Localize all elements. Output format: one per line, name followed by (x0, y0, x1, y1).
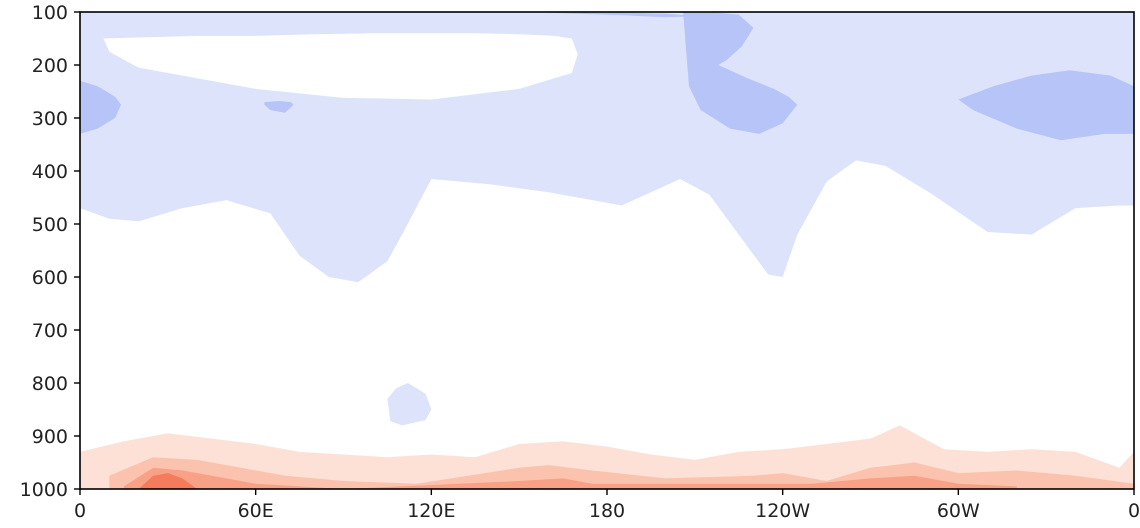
near-surface-positive-4 (138, 473, 198, 489)
y-tick-label: 600 (32, 267, 68, 289)
x-axis: 0 60E 120E 180 120W 60W 0 (74, 489, 1140, 522)
plot-area (80, 12, 1134, 489)
wedge-near-160w (683, 12, 798, 134)
y-tick-label: 500 (32, 214, 68, 236)
small-patch-110e (387, 383, 432, 426)
y-tick-label: 700 (32, 320, 68, 342)
y-tick-label: 1000 (20, 479, 68, 501)
x-tick-label: 180 (589, 500, 625, 522)
wedge-near-30w (958, 70, 1134, 141)
y-axis: 100 200 300 400 500 600 700 800 900 1000 (20, 2, 80, 501)
upper-white-core (103, 33, 578, 100)
lower-left-wedge (80, 80, 121, 134)
wedge-near-70e (264, 101, 294, 113)
y-tick-label: 800 (32, 373, 68, 395)
x-tick-label: 0 (1128, 500, 1140, 522)
x-tick-label: 120E (407, 500, 455, 522)
y-tick-label: 400 (32, 161, 68, 183)
y-tick-label: 900 (32, 426, 68, 448)
near-surface-positive-3 (123, 467, 1017, 489)
y-tick-label: 200 (32, 55, 68, 77)
x-tick-label: 0 (74, 500, 86, 522)
y-tick-label: 300 (32, 108, 68, 130)
x-tick-label: 60W (937, 500, 980, 522)
x-tick-label: 120W (755, 500, 810, 522)
thin-wedge-top (533, 12, 701, 18)
y-tick-label: 100 (32, 2, 68, 24)
x-tick-label: 60E (238, 500, 274, 522)
